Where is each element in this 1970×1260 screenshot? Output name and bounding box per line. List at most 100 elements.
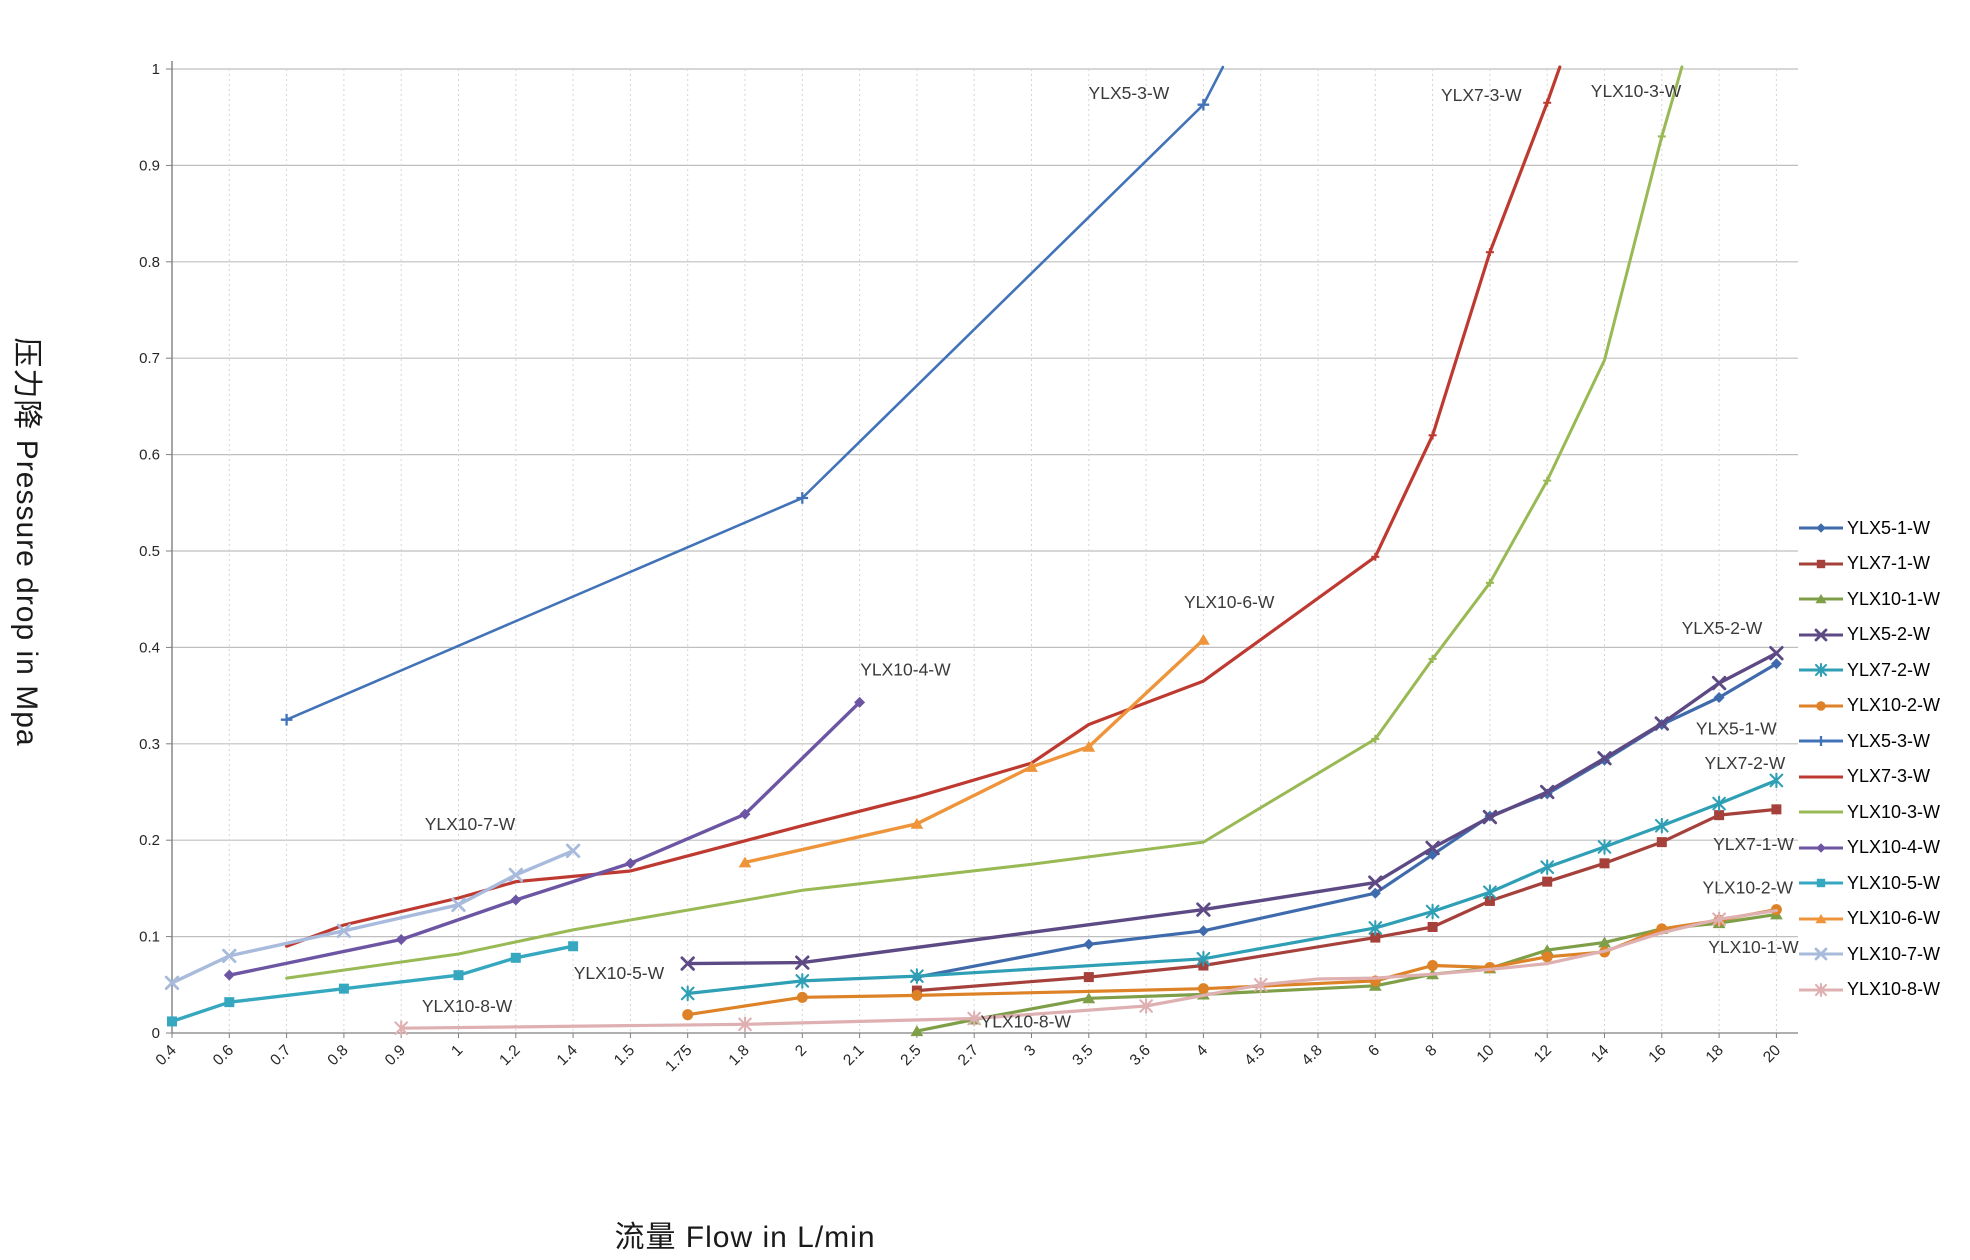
- series-YLX5-2-W: [680, 645, 1784, 971]
- series-label-YLX10-3-W: YLX10-3-W: [1591, 81, 1682, 101]
- legend-label: YLX10-4-W: [1847, 837, 1941, 857]
- legend-swatch-YLX5-2-W: [1798, 627, 1844, 643]
- series-label-YLX7-1-W: YLX7-1-W: [1713, 834, 1794, 854]
- legend-swatch-YLX7-2-W: [1798, 662, 1844, 678]
- y-tick-label: 0.4: [139, 639, 160, 656]
- legend-label: YLX7-3-W: [1847, 766, 1931, 786]
- x-tick-label: 1.75: [662, 1042, 695, 1075]
- y-tick-label: 0.7: [139, 350, 160, 367]
- series-label-YLX5-2-W: YLX5-2-W: [1682, 618, 1763, 638]
- legend-item-YLX10-8-W: YLX10-8-W: [1798, 979, 1941, 1000]
- legend-swatch-YLX10-1-W: [1798, 591, 1844, 607]
- x-tick-label: 3.5: [1069, 1042, 1096, 1069]
- legend-item-YLX7-2-W: YLX7-2-W: [1798, 660, 1930, 680]
- legend-label: YLX5-2-W: [1847, 624, 1931, 644]
- series-label-YLX10-8-W: YLX10-8-W: [981, 1011, 1072, 1031]
- legend-swatch-YLX7-1-W: [1798, 556, 1844, 572]
- legend-item-YLX10-7-W: YLX10-7-W: [1798, 944, 1940, 964]
- legend-item-YLX10-3-W: YLX10-3-W: [1798, 802, 1940, 822]
- series-label-YLX5-1-W: YLX5-1-W: [1696, 718, 1777, 738]
- series-YLX5-3-W: [280, 65, 1225, 726]
- x-tick-label: 4: [1193, 1042, 1211, 1060]
- legend-swatch-YLX7-3-W: [1798, 769, 1844, 785]
- x-tick-label: 6: [1365, 1042, 1383, 1060]
- legend-item-YLX5-2-W: YLX5-2-W: [1798, 624, 1931, 645]
- x-tick-label: 1.4: [554, 1042, 582, 1070]
- x-tick-label: 0.9: [382, 1042, 409, 1069]
- legend-item-YLX7-3-W: YLX7-3-W: [1798, 766, 1931, 787]
- legend-item-YLX5-1-W: YLX5-1-W: [1798, 518, 1930, 538]
- x-tick-label: 0.8: [324, 1042, 351, 1069]
- series-label-YLX7-2-W: YLX7-2-W: [1705, 753, 1786, 773]
- series-YLX10-5-W: [167, 941, 579, 1027]
- x-tick-label: 14: [1588, 1042, 1612, 1066]
- x-tick-label: 10: [1474, 1042, 1498, 1066]
- legend-swatch-YLX10-6-W: [1798, 911, 1844, 927]
- y-tick-label: 0.1: [139, 929, 160, 946]
- series-label-YLX5-3-W: YLX5-3-W: [1089, 83, 1170, 103]
- legend-label: YLX10-8-W: [1847, 979, 1941, 999]
- x-tick-label: 2.7: [955, 1042, 982, 1069]
- x-tick-label: 3.6: [1127, 1042, 1154, 1069]
- legend-item-YLX10-4-W: YLX10-4-W: [1798, 837, 1941, 858]
- y-tick-label: 0.8: [139, 254, 160, 271]
- legend-swatch-YLX5-3-W: [1798, 733, 1844, 749]
- y-tick-label: 0.9: [139, 157, 160, 174]
- legend-swatch-YLX10-5-W: [1798, 875, 1844, 891]
- series-YLX10-3-W: [285, 65, 1684, 980]
- legend-label: YLX5-1-W: [1847, 517, 1931, 538]
- x-tick-label: 12: [1531, 1042, 1555, 1066]
- series-YLX10-8-W: [394, 909, 1778, 1037]
- x-tick-label: 16: [1645, 1042, 1669, 1066]
- x-tick-label: 1: [448, 1042, 466, 1060]
- legend-label: YLX10-3-W: [1847, 801, 1941, 822]
- legend-item-YLX10-2-W: YLX10-2-W: [1798, 695, 1941, 716]
- series-YLX10-4-W: [223, 696, 866, 981]
- legend-item-YLX10-1-W: YLX10-1-W: [1798, 589, 1940, 609]
- series-label-YLX10-1-W: YLX10-1-W: [1708, 937, 1799, 957]
- x-axis-title: 流量 Flow in L/min: [614, 1221, 876, 1254]
- x-tick-label: 1.5: [611, 1042, 638, 1069]
- legend-swatch-YLX5-1-W: [1798, 520, 1844, 536]
- y-tick-label: 0: [152, 1025, 160, 1042]
- x-tick-label: 1.2: [496, 1042, 523, 1069]
- legend-swatch-YLX10-3-W: [1798, 804, 1844, 820]
- y-axis-title: 压力降 Pressure drop in Mpa: [10, 337, 43, 747]
- y-tick-label: 0.2: [139, 832, 160, 849]
- series-label-YLX10-8-W: YLX10-8-W: [422, 996, 513, 1016]
- x-tick-label: 2.5: [897, 1042, 924, 1069]
- x-tick-label: 1.8: [726, 1042, 753, 1069]
- legend-label: YLX10-1-W: [1847, 588, 1941, 609]
- legend-label: YLX10-6-W: [1847, 908, 1941, 928]
- legend-label: YLX5-3-W: [1847, 730, 1931, 751]
- x-tick-label: 20: [1760, 1042, 1784, 1066]
- x-tick-label: 0.7: [267, 1042, 294, 1069]
- legend-label: YLX10-2-W: [1847, 695, 1941, 715]
- x-tick-label: 8: [1422, 1042, 1440, 1060]
- legend-swatch-YLX10-2-W: [1798, 698, 1844, 714]
- series-label-YLX10-7-W: YLX10-7-W: [425, 814, 516, 834]
- y-tick-label: 0.5: [139, 543, 160, 560]
- series-label-YLX10-5-W: YLX10-5-W: [574, 963, 665, 983]
- series-label-YLX10-6-W: YLX10-6-W: [1184, 592, 1275, 612]
- legend-swatch-YLX10-7-W: [1798, 946, 1844, 962]
- legend-label: YLX7-1-W: [1847, 553, 1931, 573]
- y-tick-label: 1: [152, 61, 160, 78]
- x-tick-label: 4.5: [1241, 1042, 1268, 1069]
- series-label-YLX7-3-W: YLX7-3-W: [1441, 85, 1522, 105]
- legend-swatch-YLX10-4-W: [1798, 840, 1844, 856]
- legend-label: YLX10-7-W: [1847, 943, 1941, 964]
- series-YLX7-2-W: [680, 772, 1784, 1002]
- legend-swatch-YLX10-8-W: [1798, 982, 1844, 998]
- series-YLX10-6-W: [738, 633, 1210, 868]
- legend-item-YLX5-3-W: YLX5-3-W: [1798, 731, 1930, 751]
- legend-item-YLX7-1-W: YLX7-1-W: [1798, 553, 1931, 574]
- y-tick-label: 0.6: [139, 447, 160, 464]
- legend-label: YLX10-5-W: [1847, 872, 1941, 893]
- x-tick-label: 0.4: [153, 1042, 181, 1070]
- legend-item-YLX10-5-W: YLX10-5-W: [1798, 873, 1940, 893]
- y-tick-label: 0.3: [139, 736, 160, 753]
